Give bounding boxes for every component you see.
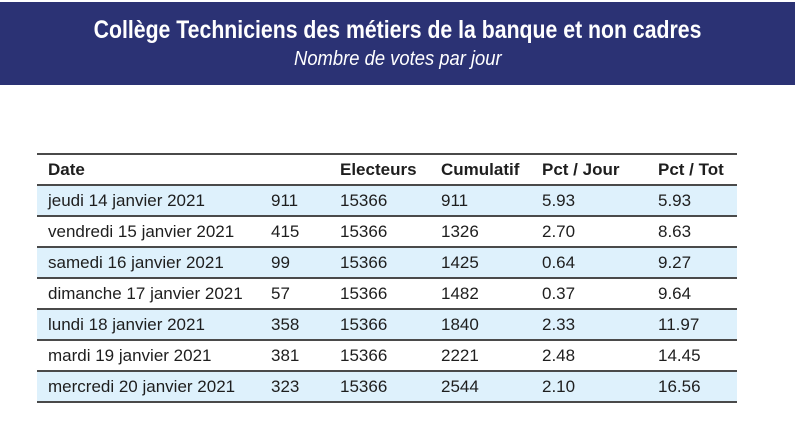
date-cell: dimanche 17 janvier 2021 — [37, 277, 261, 309]
electeurs-cell: 15366 — [330, 215, 431, 247]
column-header-pct-tot: Pct / Tot — [648, 153, 737, 185]
pct-tot-cell: 9.64 — [648, 277, 737, 309]
pct-tot-cell: 9.27 — [648, 246, 737, 278]
table-row: dimanche 17 janvier 2021 57 15366 1482 0.37 9… — [37, 277, 737, 309]
column-header-votes — [261, 153, 330, 185]
cumulatif-cell: 1326 — [431, 215, 532, 247]
pct-tot-cell: 5.93 — [648, 184, 737, 216]
pct-jour-cell: 0.37 — [532, 277, 648, 309]
pct-tot-cell: 8.63 — [648, 215, 737, 247]
column-header-date: Date — [37, 153, 261, 185]
table-row: mercredi 20 janvier 2021 323 15366 2544 2.10… — [37, 370, 737, 403]
pct-jour-cell: 2.48 — [532, 339, 648, 371]
pct-tot-cell: 16.56 — [648, 370, 737, 403]
cumulatif-cell: 1482 — [431, 277, 532, 309]
electeurs-cell: 15366 — [330, 308, 431, 340]
votes-cell: 99 — [261, 246, 330, 278]
date-cell: vendredi 15 janvier 2021 — [37, 215, 261, 247]
column-header-pct-jour: Pct / Jour — [532, 153, 648, 185]
electeurs-cell: 15366 — [330, 184, 431, 216]
date-cell: mardi 19 janvier 2021 — [37, 339, 261, 371]
electeurs-cell: 15366 — [330, 246, 431, 278]
votes-cell: 358 — [261, 308, 330, 340]
pct-jour-cell: 2.70 — [532, 215, 648, 247]
votes-cell: 381 — [261, 339, 330, 371]
electeurs-cell: 15366 — [330, 339, 431, 371]
votes-cell: 323 — [261, 370, 330, 403]
cumulatif-cell: 2544 — [431, 370, 532, 403]
date-cell: jeudi 14 janvier 2021 — [37, 184, 261, 216]
votes-table-container: Date Electeurs Cumulatif Pct / Jour Pct / To… — [37, 153, 737, 403]
cumulatif-cell: 911 — [431, 184, 532, 216]
date-cell: lundi 18 janvier 2021 — [37, 308, 261, 340]
table-row: jeudi 14 janvier 2021 911 15366 911 5.93 5.93 — [37, 184, 737, 216]
date-cell: mercredi 20 janvier 2021 — [37, 370, 261, 403]
pct-tot-cell: 11.97 — [648, 308, 737, 340]
pct-jour-cell: 5.93 — [532, 184, 648, 216]
cumulatif-cell: 2221 — [431, 339, 532, 371]
table-row: vendredi 15 janvier 2021 415 15366 1326 2.70… — [37, 215, 737, 247]
table-row: mardi 19 janvier 2021 381 15366 2221 2.48 14.… — [37, 339, 737, 371]
report-subtitle: Nombre de votes par jour — [293, 48, 502, 70]
table-row: lundi 18 janvier 2021 358 15366 1840 2.33 11.… — [37, 308, 737, 340]
pct-jour-cell: 0.64 — [532, 246, 648, 278]
votes-cell: 911 — [261, 184, 330, 216]
pct-jour-cell: 2.10 — [532, 370, 648, 403]
electeurs-cell: 15366 — [330, 370, 431, 403]
column-header-cumulatif: Cumulatif — [431, 153, 532, 185]
votes-per-day-table: Date Electeurs Cumulatif Pct / Jour Pct / To… — [37, 153, 737, 403]
table-header-row: Date Electeurs Cumulatif Pct / Jour Pct / To… — [37, 153, 737, 185]
cumulatif-cell: 1840 — [431, 308, 532, 340]
report-banner: Collège Techniciens des métiers de la ba… — [0, 2, 795, 85]
cumulatif-cell: 1425 — [431, 246, 532, 278]
pct-tot-cell: 14.45 — [648, 339, 737, 371]
date-cell: samedi 16 janvier 2021 — [37, 246, 261, 278]
column-header-electeurs: Electeurs — [330, 153, 431, 185]
electeurs-cell: 15366 — [330, 277, 431, 309]
table-row: samedi 16 janvier 2021 99 15366 1425 0.64 9.2… — [37, 246, 737, 278]
votes-cell: 57 — [261, 277, 330, 309]
pct-jour-cell: 2.33 — [532, 308, 648, 340]
report-title: Collège Techniciens des métiers de la ba… — [93, 16, 702, 44]
votes-cell: 415 — [261, 215, 330, 247]
